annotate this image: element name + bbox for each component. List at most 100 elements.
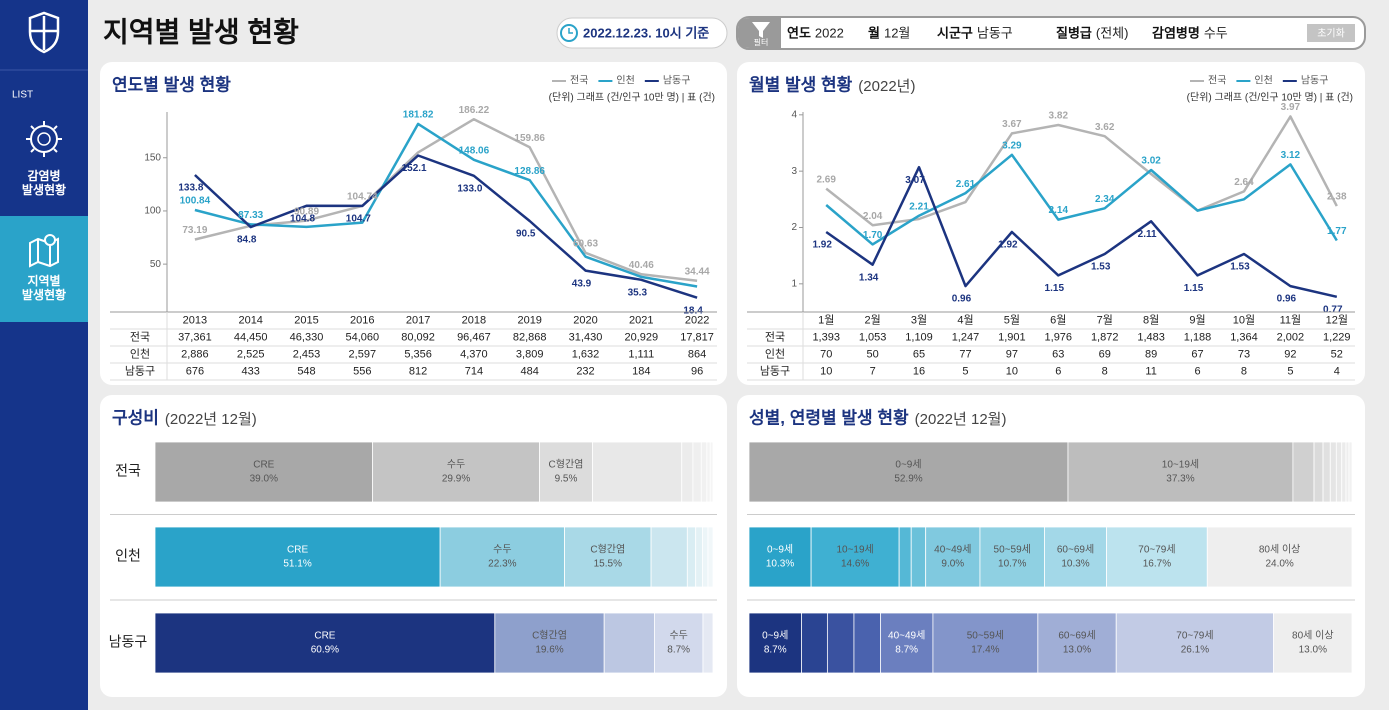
data-label: 90.89 [294, 206, 319, 217]
table-cell: 50 [867, 348, 879, 360]
reset-label[interactable]: 초기화 [1317, 28, 1345, 40]
panel-title: 월별 발생 현황 [749, 75, 853, 94]
table-cell: 484 [521, 365, 539, 377]
segment-value: 51.1% [283, 559, 311, 570]
filter-label: 감염병명 [1152, 25, 1200, 40]
bar-segment [1322, 441, 1331, 503]
segment-value: 10.3% [766, 559, 794, 570]
panel-title: 연도별 발생 현황 [112, 75, 231, 94]
segment-value: 17.4% [971, 645, 999, 656]
filter-value[interactable]: 12월 [884, 25, 910, 40]
panel-title: 구성비 [112, 408, 159, 427]
data-label: 1.34 [859, 272, 879, 283]
filter-value[interactable]: 수두 [1204, 25, 1228, 40]
table-cell: 20,929 [624, 331, 658, 343]
data-label: 2.11 [1138, 229, 1157, 240]
x-tick-label: 2022 [685, 314, 709, 326]
series-line [194, 122, 698, 288]
bar-segment [810, 526, 900, 588]
segment-value: 37.3% [1166, 474, 1194, 485]
segment-name: 80세 이상 [1292, 630, 1334, 642]
data-label: 73.19 [182, 225, 207, 236]
data-label: 1.53 [1230, 262, 1250, 273]
table-cell: 97 [1006, 348, 1018, 360]
segment-name: 50~59세 [967, 630, 1004, 642]
bar-segment [592, 441, 683, 503]
data-label: 1.92 [812, 240, 832, 251]
panel-subtitle: (2022년 12월) [915, 411, 1007, 428]
menu-label[interactable]: 지역별 [27, 273, 60, 288]
filter-value[interactable]: 남동구 [977, 25, 1013, 40]
menu-icon-virus [26, 121, 62, 157]
data-label: 104.8 [290, 213, 315, 224]
menu-label[interactable]: 발생현황 [22, 287, 66, 302]
segment-value: 39.0% [250, 474, 278, 485]
bar-segment [695, 526, 703, 588]
x-tick-label: 2017 [406, 314, 430, 326]
bar-segment [650, 526, 688, 588]
data-label: 104.7 [346, 214, 371, 225]
bar-segment [748, 526, 812, 588]
bar-segment [1348, 441, 1353, 503]
segment-name: 0~9세 [895, 459, 921, 471]
reset-button[interactable] [1307, 24, 1355, 42]
table-row-label: 남동구 [125, 364, 155, 377]
data-label: 1.53 [1091, 262, 1111, 273]
table-cell: 232 [576, 365, 594, 377]
table-cell: 67 [1191, 348, 1203, 360]
filter-value[interactable]: (전체) [1096, 25, 1129, 40]
bar-segment [1273, 612, 1353, 674]
data-label: 3.67 [1002, 119, 1022, 130]
bar-segment [1329, 441, 1337, 503]
table-cell: 864 [688, 348, 706, 360]
legend-label: 전국 [570, 75, 588, 87]
x-tick-label: 2014 [238, 314, 262, 326]
data-label: 2.34 [1095, 194, 1115, 205]
data-label: 1.70 [863, 230, 883, 241]
segment-name: 40~49세 [934, 544, 971, 556]
segment-value: 9.5% [555, 474, 578, 485]
filter-value[interactable]: 2022 [815, 25, 844, 40]
y-tick-label: 100 [144, 206, 161, 217]
data-label: 133.8 [178, 183, 203, 194]
data-label: 0.96 [1277, 294, 1297, 305]
filter-label: 연도 [787, 25, 811, 40]
table-row-label: 인천 [130, 346, 150, 360]
x-tick-label: 12월 [1326, 313, 1348, 326]
segment-name: C형간염 [590, 544, 625, 556]
table-cell: 1,872 [1091, 331, 1119, 343]
bar-segment [748, 612, 802, 674]
menu-label[interactable]: 감염병 [27, 168, 60, 183]
data-label: 2.04 [863, 211, 883, 222]
segment-name: C형간염 [532, 630, 567, 642]
segment-value: 13.0% [1299, 645, 1327, 656]
table-cell: 6 [1055, 365, 1061, 377]
bar-segment [925, 526, 981, 588]
filter-label: 질병급 [1056, 25, 1092, 40]
table-cell: 1,364 [1230, 331, 1258, 343]
x-tick-label: 2021 [629, 314, 653, 326]
segment-value: 8.7% [667, 645, 690, 656]
y-tick-label: 150 [144, 152, 161, 163]
table-cell: 8 [1102, 365, 1108, 377]
segment-value: 15.5% [594, 559, 622, 570]
menu-label[interactable]: 발생현황 [22, 182, 66, 197]
table-cell: 3,809 [516, 348, 544, 360]
x-tick-label: 7월 [1097, 313, 1113, 326]
bar-segment [494, 612, 605, 674]
bar-segment [702, 612, 714, 674]
data-label: 1.92 [998, 240, 1018, 251]
table-cell: 1,111 [628, 348, 654, 360]
data-label: 128.86 [514, 166, 545, 177]
y-tick-label: 50 [150, 259, 162, 270]
segment-value: 8.7% [764, 645, 787, 656]
data-label: 34.44 [685, 266, 710, 277]
table-cell: 63 [1052, 348, 1064, 360]
data-label: 1.15 [1045, 283, 1065, 294]
bar-segment [1206, 526, 1353, 588]
y-tick-label: 4 [791, 109, 797, 120]
x-tick-label: 10월 [1233, 313, 1255, 326]
data-label: 0.77 [1323, 304, 1343, 315]
